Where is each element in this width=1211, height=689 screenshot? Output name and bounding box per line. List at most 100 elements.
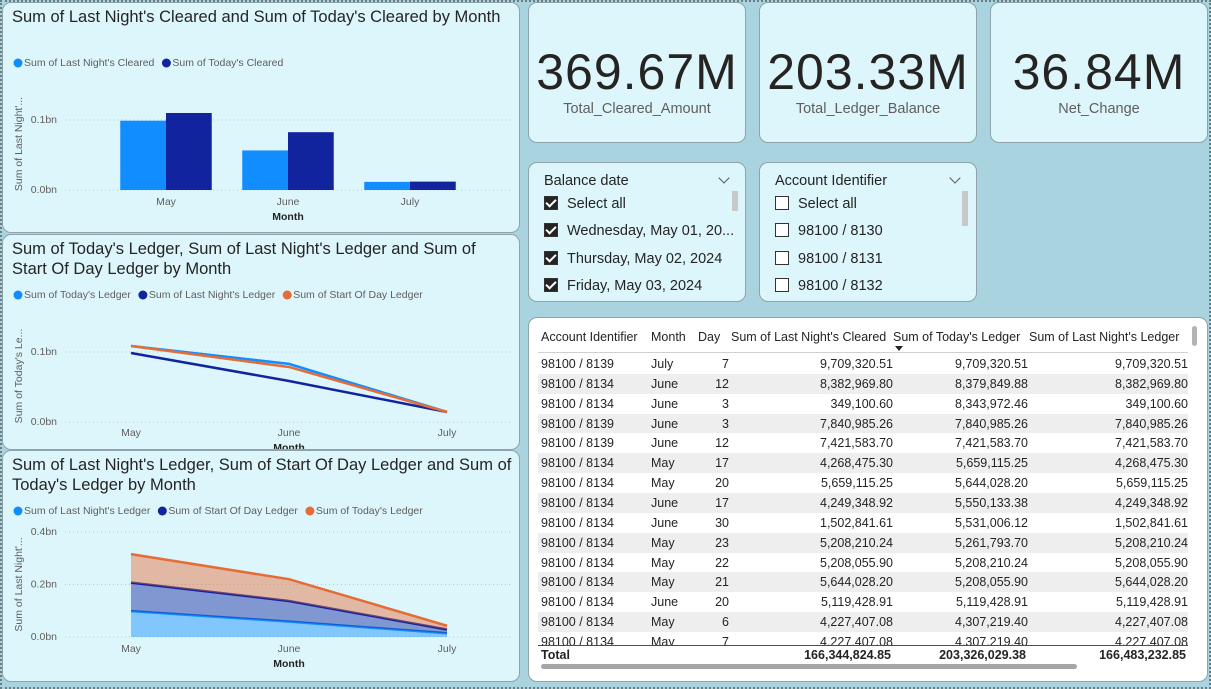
- slicer-item-label: Select all: [567, 196, 626, 212]
- y-tick-label: 0.0bn: [31, 416, 57, 428]
- table-cell: 17: [715, 456, 729, 471]
- legend-label: Sum of Today's Ledger: [316, 505, 423, 517]
- slicer-item[interactable]: Friday, May 03, 2024: [544, 277, 702, 294]
- column-header[interactable]: Month: [651, 330, 686, 344]
- table-cell: 98100 / 8134: [541, 535, 614, 550]
- x-tick-label: May: [121, 643, 142, 655]
- table-cell: 6: [722, 615, 729, 630]
- table-cell: 5,208,210.24: [1115, 535, 1188, 550]
- area-band: [131, 582, 447, 634]
- slicer-item[interactable]: Wednesday, May 01, 20...: [544, 223, 734, 239]
- table-cell: May: [651, 575, 675, 590]
- kpi-value: 203.33M: [767, 44, 969, 100]
- legend-label: Sum of Start Of Day Ledger: [293, 289, 423, 301]
- table-cell: 30: [715, 515, 729, 530]
- checkbox[interactable]: [544, 250, 558, 265]
- checkbox[interactable]: [775, 223, 789, 238]
- bar: [166, 113, 212, 190]
- slicer-item[interactable]: 98100 / 8132: [775, 277, 883, 294]
- table-cell: 349,100.60: [830, 396, 893, 411]
- checkbox[interactable]: [544, 277, 558, 292]
- slicer-item[interactable]: 98100 / 8130: [775, 223, 883, 239]
- x-tick-label: July: [401, 196, 420, 208]
- column-header[interactable]: Sum of Last Night's Ledger: [1029, 330, 1180, 344]
- checkbox[interactable]: [544, 223, 558, 238]
- h-scrollbar[interactable]: [541, 664, 1077, 669]
- checkbox[interactable]: [775, 277, 789, 292]
- table-cell: 7,840,985.26: [820, 416, 893, 431]
- chart: Sum of Last Night's Ledger Sum of Start O…: [13, 505, 511, 670]
- x-tick-label: June: [277, 196, 300, 208]
- table-cell: 5,119,428.91: [820, 595, 893, 610]
- area-line: [130, 609, 448, 635]
- table-cell: 4,249,348.92: [1115, 495, 1188, 510]
- table-cell: 8,343,972.46: [955, 396, 1028, 411]
- bar: [410, 181, 456, 190]
- legend-marker: [157, 506, 167, 516]
- chart-panel: Sum of Today's Ledger Sum of Last Night's…: [2, 234, 520, 450]
- table-cell: 98100 / 8139: [541, 357, 614, 371]
- y-tick-label: 0.1bn: [31, 346, 57, 358]
- table-cell: 98100 / 8134: [541, 476, 614, 491]
- legend-marker: [282, 290, 292, 300]
- column-header[interactable]: Day: [698, 330, 721, 344]
- table-cell: June: [651, 376, 679, 391]
- table-cell: 98100 / 8134: [541, 376, 614, 391]
- table-cell: 98100 / 8134: [541, 515, 614, 530]
- chart-panel: Sum of Last Night's Cleared Sum of Today'…: [2, 2, 520, 233]
- total-cell: 166,344,824.85: [804, 648, 891, 662]
- table-cell: 12: [715, 436, 729, 451]
- column-header[interactable]: Account Identifier: [541, 330, 638, 344]
- table-row: 98100 / 8134 May 17 4,268,475.30 5,659,115.2…: [538, 453, 1188, 474]
- checkbox[interactable]: [775, 250, 789, 265]
- slicer-item[interactable]: 98100 / 8131: [775, 250, 883, 267]
- legend-label: Sum of Today's Cleared: [172, 57, 283, 69]
- x-tick-label: July: [438, 427, 457, 439]
- total-cell: 203,326,029.38: [939, 648, 1026, 662]
- checkbox[interactable]: [544, 196, 558, 210]
- table-cell: 9,709,320.51: [955, 357, 1028, 371]
- chart: Sum of Last Night's Cleared Sum of Today'…: [13, 57, 511, 223]
- total-line: [538, 645, 1188, 646]
- x-axis-title: Month: [273, 442, 305, 450]
- checkbox[interactable]: [775, 196, 789, 210]
- v-scrollbar[interactable]: [1192, 326, 1197, 346]
- table-cell: 4,227,407.08: [1115, 615, 1188, 630]
- slicer-item-label: 98100 / 8131: [798, 250, 883, 267]
- kpi-card: 203.33M Total_Ledger_Balance: [759, 2, 977, 143]
- table-cell: 21: [715, 575, 729, 590]
- column-header[interactable]: Sum of Today's Ledger: [893, 330, 1021, 344]
- slicer-item[interactable]: Thursday, May 02, 2024: [544, 250, 722, 267]
- chart-title: Sum of Last Night's Ledger, Sum of Start…: [12, 456, 512, 494]
- table-cell: 8,382,969.80: [820, 376, 893, 391]
- dropdown-chevron[interactable]: [718, 172, 730, 184]
- dropdown-chevron[interactable]: [949, 172, 961, 184]
- table-cell: 5,659,115.25: [1115, 476, 1188, 491]
- table-cell: May: [651, 456, 675, 471]
- table-cell: 7: [722, 634, 729, 646]
- chart-title: Sum of Last Night's Cleared and Sum of T…: [12, 8, 501, 26]
- table-row: 98100 / 8134 June 17 4,249,348.92 5,550,133.…: [538, 492, 1188, 513]
- table-cell: 98100 / 8134: [541, 615, 614, 630]
- legend-label: Sum of Today's Ledger: [24, 289, 131, 301]
- x-tick-label: June: [278, 427, 301, 439]
- x-axis-title: Month: [272, 211, 304, 223]
- slicer-item[interactable]: Select all: [775, 196, 857, 212]
- x-axis-title: Month: [273, 658, 305, 670]
- table-row: 98100 / 8134 June 20 5,119,428.91 5,119,428.…: [538, 592, 1188, 613]
- chart-title: Sum of Today's Ledger, Sum of Last Night…: [12, 240, 476, 278]
- column-header[interactable]: Sum of Last Night's Cleared: [731, 330, 887, 344]
- legend-marker: [138, 290, 148, 300]
- table-cell: 20: [715, 595, 729, 610]
- slicer-item-label: 98100 / 8132: [798, 277, 883, 294]
- table-row: 98100 / 8139 July 7 9,709,320.51 9,709,320.5…: [538, 354, 1188, 374]
- table-cell: 8,379,849.88: [955, 376, 1028, 391]
- sort-indicator: [895, 346, 903, 351]
- table-cell: 5,208,210.24: [820, 535, 893, 550]
- table-cell: 9,709,320.51: [1115, 357, 1188, 371]
- x-tick-label: July: [438, 643, 457, 655]
- slicer-item-label: 98100 / 8130: [798, 223, 883, 240]
- slicer-item[interactable]: Select all: [544, 196, 626, 212]
- table-cell: 1,502,841.61: [1115, 515, 1188, 530]
- header-underline: [538, 352, 1188, 353]
